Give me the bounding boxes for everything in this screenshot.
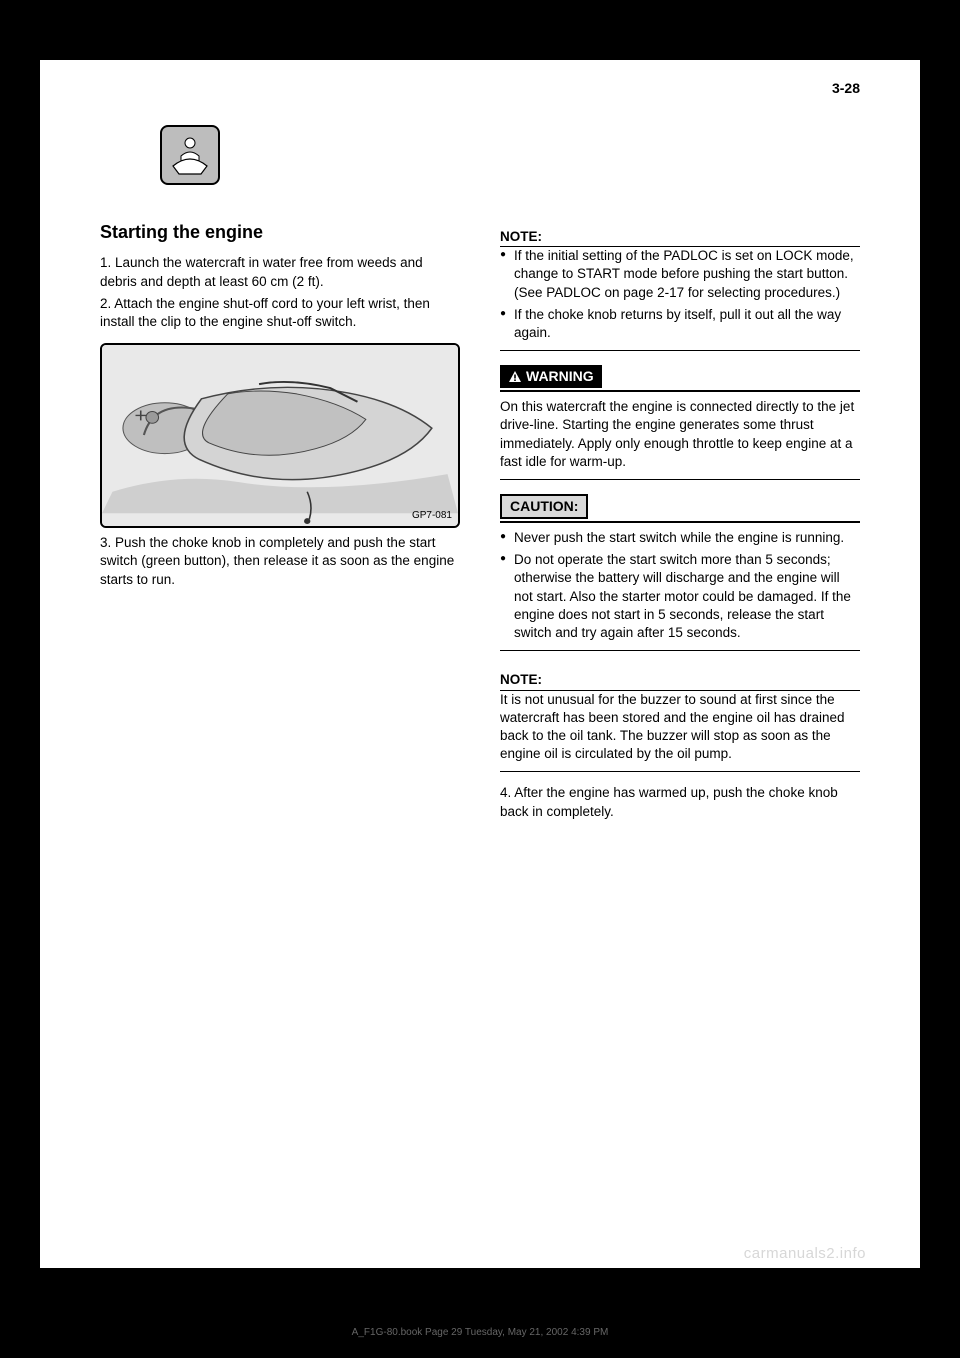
caution-bullet-2: Do not operate the start switch more tha… [500, 551, 860, 642]
note-label-1: NOTE: [500, 228, 860, 247]
left-column: Starting the engine 1. Launch the waterc… [100, 220, 460, 825]
note1-bullet-1: If the initial setting of the PADLOC is … [500, 247, 860, 302]
step-4: 4. After the engine has warmed up, push … [500, 784, 860, 820]
doc-code: A_F1G-80.book Page 29 Tuesday, May 21, 2… [352, 1327, 609, 1338]
content-columns: Starting the engine 1. Launch the waterc… [100, 220, 860, 825]
note2-divider [500, 771, 860, 772]
note-divider [500, 350, 860, 351]
warning-text: On this watercraft the engine is connect… [500, 398, 860, 471]
warning-header: WARNING [500, 365, 860, 392]
caution-header: CAUTION: [500, 494, 860, 523]
section-heading: Starting the engine [100, 220, 460, 244]
warning-icon [508, 370, 522, 384]
warning-divider [500, 479, 860, 480]
note2-text: It is not unusual for the buzzer to soun… [500, 691, 860, 764]
caution-divider [500, 650, 860, 651]
step-list: 1. Launch the watercraft in water free f… [100, 254, 460, 331]
illustration-code: GP7-081 [412, 509, 452, 523]
manual-page: 3-28 Starting the engine 1. Launch the w… [0, 0, 960, 1358]
caution-bullet-1: Never push the start switch while the en… [500, 529, 860, 547]
right-column: NOTE: If the initial setting of the PADL… [500, 220, 860, 825]
watermark: carmanuals2.info [744, 1245, 866, 1262]
caution-badge: CAUTION: [500, 494, 588, 519]
note-label-2: NOTE: [500, 671, 860, 690]
step-3: 3. Push the choke knob in completely and… [100, 534, 460, 589]
note1-bullet-2: If the choke knob returns by itself, pul… [500, 306, 860, 342]
rider-icon [160, 125, 220, 185]
warning-badge: WARNING [500, 365, 602, 388]
step-list-cont: 3. Push the choke knob in completely and… [100, 534, 460, 589]
illustration: GP7-081 [100, 343, 460, 528]
step-1: 1. Launch the watercraft in water free f… [100, 254, 460, 290]
step-2: 2. Attach the engine shut-off cord to yo… [100, 295, 460, 331]
warning-label-text: WARNING [526, 367, 594, 386]
page-number: 3-28 [832, 80, 860, 96]
